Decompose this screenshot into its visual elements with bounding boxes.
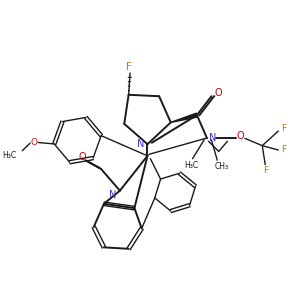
Text: N: N: [208, 134, 216, 143]
Text: N: N: [137, 139, 145, 149]
Text: O: O: [214, 88, 222, 98]
Text: CH₃: CH₃: [214, 162, 229, 171]
Text: F: F: [281, 146, 286, 154]
Text: H₃C: H₃C: [184, 160, 198, 169]
Text: F: F: [281, 124, 286, 133]
Text: O: O: [78, 152, 86, 162]
Text: F: F: [126, 61, 131, 72]
Text: H₃C: H₃C: [2, 152, 16, 160]
Text: O: O: [237, 131, 244, 141]
Polygon shape: [171, 113, 197, 122]
Text: F: F: [262, 167, 268, 176]
Text: N: N: [109, 190, 116, 200]
Text: O: O: [30, 138, 38, 147]
